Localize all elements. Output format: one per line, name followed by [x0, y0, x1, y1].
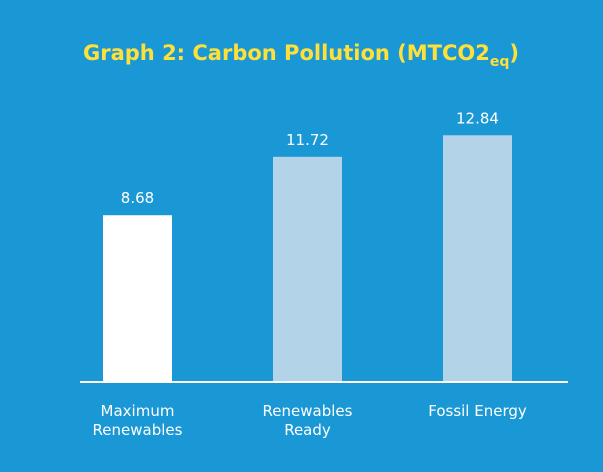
value-label: 12.84	[456, 109, 499, 127]
bar	[273, 156, 342, 382]
bar	[103, 215, 172, 382]
value-label: 8.68	[121, 189, 154, 207]
bar	[443, 135, 512, 382]
value-label: 11.72	[286, 131, 329, 149]
chart-title: Graph 2: Carbon Pollution (MTCO2eq)	[83, 41, 519, 70]
x-tick-label: Maximum	[101, 402, 175, 420]
title-main: Graph 2: Carbon Pollution (MTCO2	[83, 41, 490, 65]
title-subscript: eq	[490, 54, 510, 70]
x-tick-label: Renewables	[93, 421, 183, 439]
x-tick-label: Ready	[284, 421, 331, 439]
x-tick-label: Fossil Energy	[428, 402, 527, 420]
x-tick-label: Renewables	[263, 402, 353, 420]
title-end: )	[509, 41, 519, 65]
